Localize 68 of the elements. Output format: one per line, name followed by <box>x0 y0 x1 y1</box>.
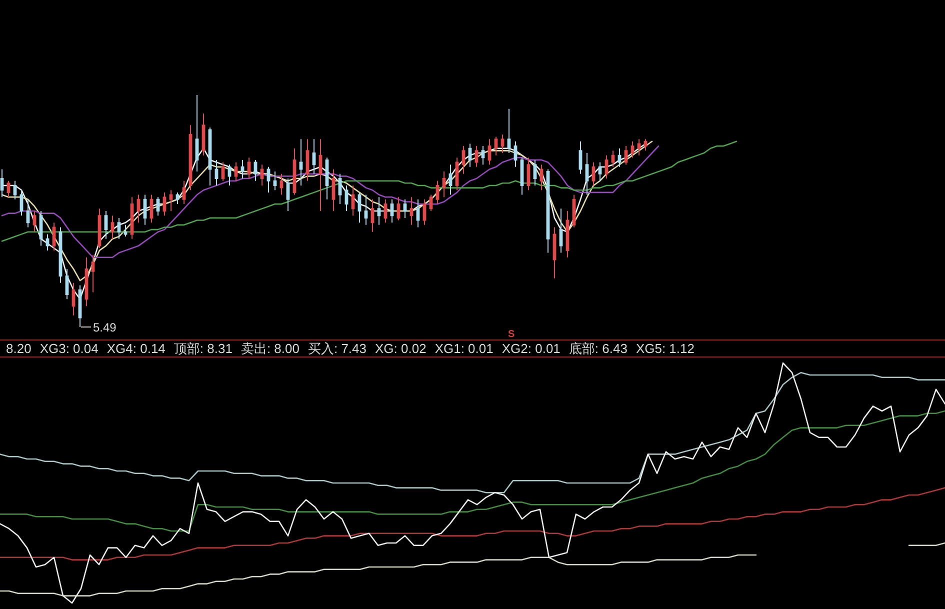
candlestick <box>182 180 186 205</box>
candlestick <box>500 134 504 154</box>
candlestick <box>104 210 108 240</box>
candlestick <box>312 138 316 174</box>
candlestick <box>416 198 420 228</box>
candlestick <box>403 198 407 218</box>
candlestick <box>176 192 180 205</box>
candlestick <box>598 162 602 182</box>
candlestick <box>585 152 589 196</box>
text: XG3: 0.04 <box>40 341 98 356</box>
candlestick <box>46 234 50 251</box>
candlestick <box>442 171 446 198</box>
text: 买入: 7.43 <box>308 341 366 356</box>
candlestick <box>364 194 368 226</box>
candlestick <box>286 178 290 212</box>
candlestick <box>332 168 336 212</box>
candlestick <box>618 148 622 168</box>
text: XG5: 1.12 <box>636 341 694 356</box>
text: XG2: 0.01 <box>502 341 560 356</box>
candlestick <box>559 208 563 254</box>
candlestick <box>410 196 414 226</box>
candlestick <box>468 143 472 168</box>
candlestick <box>351 184 355 216</box>
candlestick <box>370 198 374 232</box>
candlestick <box>228 164 232 186</box>
candlestick <box>318 138 322 212</box>
candlestick <box>91 254 95 293</box>
candlestick <box>136 194 140 224</box>
candlestick <box>110 215 114 240</box>
candlestick <box>214 159 218 186</box>
text: 8.20 <box>6 341 32 356</box>
text: XG1: 0.01 <box>434 341 494 356</box>
candlestick <box>299 138 303 186</box>
candlestick <box>630 140 634 158</box>
candlestick <box>481 146 485 166</box>
candlestick <box>462 146 466 174</box>
text: XG4: 0.14 <box>106 341 166 356</box>
candlestick <box>494 136 498 156</box>
text: 卖出: 8.00 <box>240 341 300 356</box>
candlestick <box>507 108 511 154</box>
candlestick <box>32 210 36 232</box>
candlestick <box>377 196 381 226</box>
candlestick <box>273 171 277 191</box>
candlestick <box>0 168 4 198</box>
candlestick <box>474 146 478 168</box>
candlestick <box>540 164 544 191</box>
candlestick <box>644 138 648 152</box>
text: XG: 0.02 <box>375 341 426 356</box>
candlestick <box>390 198 394 224</box>
candlestick <box>72 282 76 316</box>
candlestick <box>611 150 615 168</box>
candlestick <box>280 173 284 196</box>
text: 顶部: 8.31 <box>174 341 232 356</box>
candlestick <box>117 217 121 240</box>
candlestick <box>260 164 264 186</box>
annotation: 5.49 <box>93 320 117 334</box>
text: S <box>508 329 515 340</box>
candlestick <box>637 138 641 156</box>
candlestick <box>13 180 17 200</box>
candlestick <box>266 166 270 193</box>
candlestick <box>240 159 244 180</box>
candlestick <box>552 226 556 279</box>
text: 底部: 6.43 <box>568 341 628 356</box>
candlestick <box>195 94 199 172</box>
candlestick <box>26 198 30 228</box>
candlestick <box>124 224 128 238</box>
candlestick <box>169 190 173 212</box>
candlestick <box>448 164 452 196</box>
